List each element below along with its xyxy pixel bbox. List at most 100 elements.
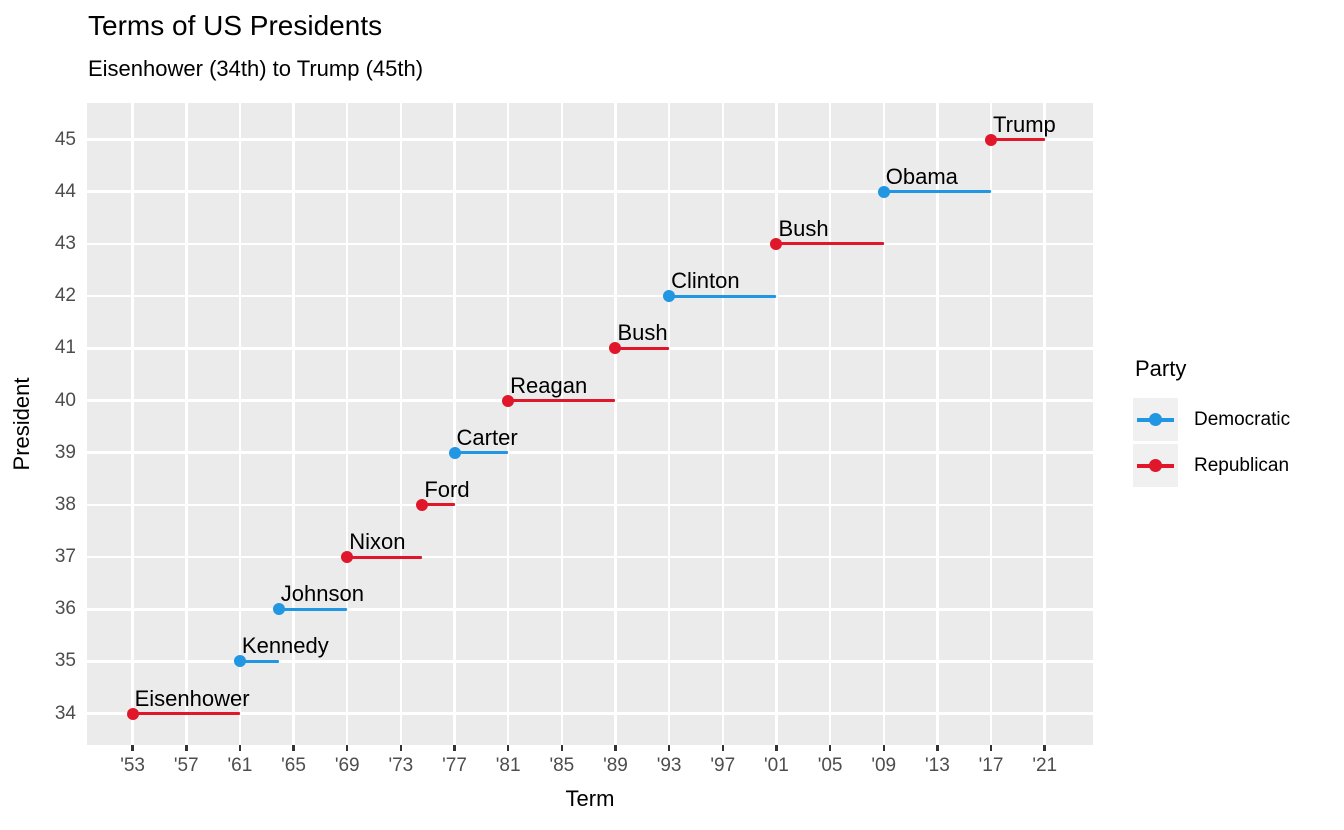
- x-tick-mark: [614, 745, 617, 751]
- gridline-x: [453, 103, 456, 745]
- gridline-y: [87, 138, 1093, 141]
- term-segment: [454, 451, 509, 455]
- x-tick-label: '65: [281, 755, 306, 776]
- term-segment: [239, 659, 279, 663]
- x-tick-label: '05: [817, 755, 843, 776]
- gridline-x: [345, 103, 349, 745]
- gridline-x: [721, 103, 725, 745]
- gridline-x: [560, 103, 564, 745]
- legend-key: [1133, 444, 1178, 487]
- term-start-dot: [272, 603, 285, 616]
- x-tick-mark: [882, 745, 885, 751]
- president-label: Reagan: [510, 372, 588, 398]
- president-label: Johnson: [280, 581, 364, 607]
- x-tick-mark: [506, 745, 510, 751]
- y-tick-label: 38: [54, 493, 76, 515]
- gridline-x: [238, 103, 242, 745]
- gridline-x: [399, 103, 403, 745]
- president-label: Nixon: [349, 529, 406, 555]
- president-label: Eisenhower: [134, 685, 250, 711]
- legend-key-dot: [1149, 459, 1162, 472]
- y-tick-label: 45: [54, 128, 76, 150]
- x-tick-mark: [131, 745, 134, 751]
- gridline-x: [882, 103, 885, 745]
- term-segment: [347, 555, 423, 559]
- term-start-dot: [770, 237, 783, 250]
- gridline-y: [87, 242, 1093, 246]
- y-tick-label: 43: [54, 232, 76, 254]
- president-label: Trump: [993, 111, 1056, 137]
- x-tick-mark: [936, 745, 939, 751]
- president-label: Ford: [424, 476, 470, 502]
- x-tick-label: '77: [442, 755, 467, 776]
- gridline-y: [87, 451, 1093, 454]
- x-tick-label: '69: [334, 755, 360, 776]
- x-tick-mark: [185, 745, 188, 751]
- gridline-x: [667, 103, 671, 745]
- x-tick-label: '81: [495, 755, 521, 776]
- x-tick-label: '17: [978, 755, 1004, 776]
- y-tick-label: 39: [54, 441, 76, 463]
- term-start-dot: [502, 394, 515, 407]
- legend: Party Democratic Republican: [1133, 356, 1290, 490]
- legend-item: Republican: [1133, 444, 1290, 487]
- gridline-y: [87, 347, 1093, 350]
- x-tick-label: '61: [227, 755, 253, 776]
- gridline-x: [292, 103, 295, 745]
- president-label: Kennedy: [241, 633, 329, 659]
- gridline-y: [87, 503, 1093, 507]
- term-start-dot: [341, 551, 354, 564]
- gridline-x: [1043, 103, 1046, 745]
- y-tick-label: 40: [54, 389, 76, 411]
- gridline-y: [87, 608, 1093, 611]
- x-tick-label: '73: [388, 755, 414, 776]
- x-tick-mark: [1043, 745, 1046, 751]
- x-tick-mark: [292, 745, 295, 751]
- term-segment: [278, 607, 348, 611]
- gridline-x: [131, 103, 134, 745]
- x-tick-mark: [345, 745, 349, 751]
- y-tick-label: 36: [54, 598, 76, 620]
- y-tick-label: 44: [54, 180, 76, 202]
- x-tick-label: '53: [120, 755, 145, 776]
- y-tick-label: 35: [54, 650, 76, 672]
- term-segment: [776, 242, 884, 246]
- x-tick-mark: [989, 745, 993, 751]
- x-tick-mark: [828, 745, 832, 751]
- gridline-y: [87, 712, 1093, 715]
- x-tick-label: '01: [764, 755, 789, 776]
- term-segment: [669, 294, 777, 298]
- legend-key-dot: [1149, 413, 1162, 426]
- gridline-y: [87, 660, 1093, 663]
- x-tick-mark: [775, 745, 778, 751]
- x-tick-label: '85: [549, 755, 575, 776]
- gridline-x: [936, 103, 939, 745]
- x-tick-label: '97: [710, 755, 736, 776]
- legend-key: [1133, 398, 1178, 441]
- legend-item: Democratic: [1133, 398, 1290, 441]
- x-tick-label: '09: [871, 755, 897, 776]
- term-start-dot: [126, 707, 139, 720]
- term-segment: [883, 190, 992, 194]
- gridline-x: [614, 103, 617, 745]
- chart-subtitle: Eisenhower (34th) to Trump (45th): [88, 56, 424, 81]
- term-segment: [508, 399, 616, 402]
- y-axis-title: President: [9, 377, 34, 471]
- term-start-dot: [985, 133, 998, 146]
- y-tick-label: 37: [54, 546, 76, 568]
- gridline-y: [87, 555, 1093, 559]
- term-start-dot: [233, 655, 246, 668]
- y-tick-label: 34: [54, 702, 76, 724]
- x-tick-mark: [667, 745, 671, 751]
- x-tick-mark: [399, 745, 403, 751]
- term-start-dot: [416, 498, 429, 511]
- term-start-dot: [609, 342, 622, 355]
- x-tick-label: '57: [173, 755, 199, 776]
- term-start-dot: [663, 290, 676, 303]
- gridline-x: [775, 103, 778, 745]
- chart-title: Terms of US Presidents: [88, 10, 383, 41]
- x-tick-mark: [453, 745, 456, 751]
- president-label: Carter: [456, 424, 518, 450]
- x-tick-mark: [238, 745, 242, 751]
